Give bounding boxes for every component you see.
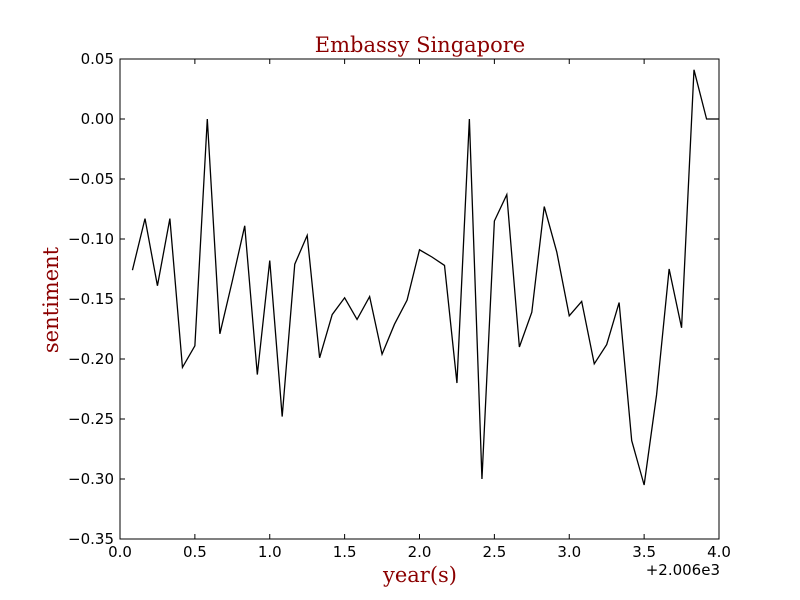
x-tick-label: 1.0	[258, 543, 282, 561]
y-tick-label: −0.25	[68, 410, 114, 428]
y-tick-label: −0.20	[68, 350, 114, 368]
y-tick-label: −0.35	[68, 530, 114, 548]
plot-area: 0.0 0.5 1.0 1.5 2.0 2.5 3.0 3.5 4.0 0.05 0.00 −0.05…	[68, 50, 731, 561]
x-tick-label: 3.5	[632, 543, 656, 561]
x-tick-label: 0.5	[183, 543, 207, 561]
y-tick-label: −0.15	[68, 290, 114, 308]
x-tick-label: 2.0	[408, 543, 432, 561]
x-tick-label: 2.5	[482, 543, 506, 561]
y-tick-label: −0.30	[68, 470, 114, 488]
y-tick-label: −0.10	[68, 230, 114, 248]
series-line-0	[131, 69, 719, 486]
chart-title: Embassy Singapore	[315, 33, 525, 57]
y-tick-label: 0.00	[81, 110, 114, 128]
y-tick-label: 0.05	[81, 50, 114, 68]
x-tick-label: 4.0	[707, 543, 731, 561]
x-tick-label: 0.0	[108, 543, 132, 561]
x-tick-label: 1.5	[333, 543, 357, 561]
y-tick-label: −0.05	[68, 170, 114, 188]
x-tick-label: 3.0	[557, 543, 581, 561]
y-axis-label: sentiment	[39, 246, 63, 353]
x-offset-label: +2.006e3	[646, 561, 720, 579]
x-axis-label: year(s)	[382, 563, 457, 587]
